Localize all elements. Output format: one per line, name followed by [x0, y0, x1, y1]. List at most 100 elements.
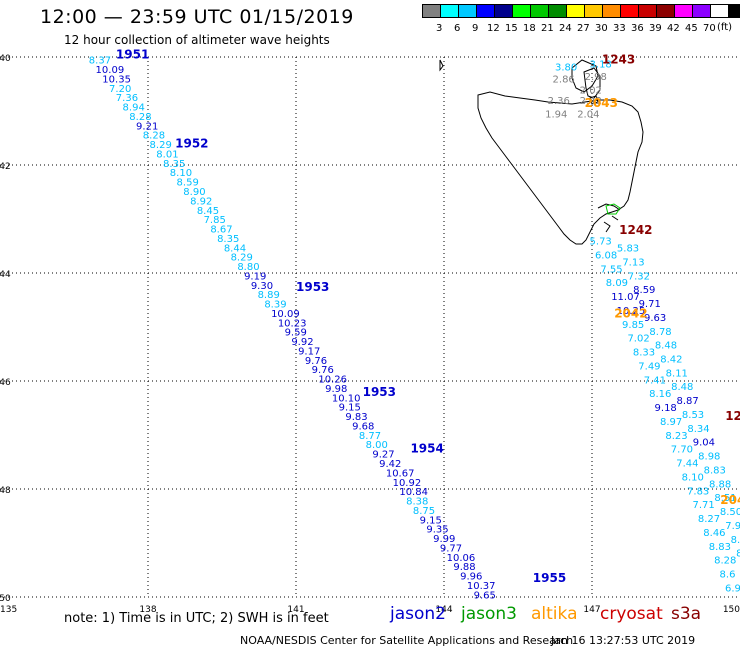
- swh-value: 7.13: [622, 257, 644, 268]
- swh-value: 8.77: [359, 431, 381, 442]
- swh-value: 8.50: [720, 507, 740, 518]
- wave-height-color-scale: [422, 4, 740, 20]
- lon-tick-label: 147: [583, 605, 600, 615]
- swh-value: 2.86: [553, 75, 575, 86]
- swh-value: 8.89: [258, 290, 280, 301]
- swh-value: 8.37: [89, 56, 111, 67]
- pass-time-label: 2042: [614, 307, 647, 321]
- swh-value: 10.10: [332, 393, 361, 404]
- pass-time-label: 1241: [725, 409, 740, 423]
- swh-value: 8.88: [709, 479, 731, 490]
- scale-label: 3: [436, 23, 443, 34]
- swh-value: 8.42: [660, 355, 682, 366]
- scale-label: 24: [559, 23, 572, 34]
- tasmania-coastline: [477, 91, 644, 245]
- scale-label: 27: [577, 23, 590, 34]
- lon-tick-label: 135: [0, 605, 17, 615]
- lon-tick-label: 144: [435, 605, 452, 615]
- lon-tick-label: 138: [139, 605, 156, 615]
- swh-value: 8.33: [633, 348, 655, 359]
- swh-value: 8.10: [170, 168, 192, 179]
- swh-value: 7.92: [725, 521, 740, 532]
- swh-value: 7.55: [600, 264, 622, 275]
- swh-value: 10.23: [278, 318, 307, 329]
- swh-value: 9.35: [426, 525, 448, 536]
- scale-label: 39: [649, 23, 662, 34]
- swh-value: 7.83: [687, 486, 709, 497]
- swh-value: 10.09: [271, 309, 300, 320]
- swh-value: 8.92: [190, 196, 212, 207]
- swh-value: 8.35: [163, 159, 185, 170]
- pass-time-label: 1954: [410, 442, 443, 456]
- swh-value: 8.98: [698, 452, 720, 463]
- swh-value: 9.42: [379, 459, 401, 470]
- swh-value: 8.6: [720, 569, 736, 580]
- swh-value: 9.77: [440, 543, 462, 554]
- lat-tick-label: -44: [0, 270, 11, 280]
- swh-value: 8.94: [123, 103, 145, 114]
- page-subtitle: 12 hour collection of altimeter wave hei…: [64, 33, 330, 47]
- swh-value: 7.36: [116, 93, 138, 104]
- swh-value: 8.01: [156, 149, 178, 160]
- swh-value: 8.17: [731, 535, 740, 546]
- coastline-detail: [597, 203, 621, 233]
- swh-value: 9.18: [655, 403, 677, 414]
- swh-value: 10.25: [617, 306, 646, 317]
- scale-label: 6: [454, 23, 461, 34]
- swh-value: 8.87: [676, 396, 698, 407]
- swh-value: 3.80: [555, 63, 577, 74]
- swh-value: 5.83: [617, 244, 639, 255]
- swh-value: 8.29: [150, 140, 172, 151]
- swh-value: 10.35: [102, 74, 131, 85]
- swh-value: 9.63: [644, 313, 666, 324]
- swh-value: 8.78: [649, 327, 671, 338]
- scale-unit: (ft): [717, 22, 733, 33]
- swh-value: 2.42: [580, 96, 602, 107]
- lat-tick-label: -48: [0, 486, 11, 496]
- swh-value: 9.71: [639, 299, 661, 310]
- swh-value: 8.38: [406, 497, 428, 508]
- swh-value: 9.83: [345, 412, 367, 423]
- pass-time-label: 1952: [175, 136, 208, 150]
- lat-tick-label: -50: [0, 594, 11, 604]
- swh-value: 8.48: [655, 341, 677, 352]
- pass-time-label: 1953: [296, 280, 329, 294]
- swh-value: 9.96: [460, 572, 482, 583]
- swh-value: 8.83: [704, 465, 726, 476]
- scale-label: 21: [541, 23, 554, 34]
- scale-label: 15: [505, 23, 518, 34]
- scale-swatch: [728, 4, 740, 18]
- swh-value: 2.02: [580, 85, 602, 96]
- swh-value: 9.15: [420, 515, 442, 526]
- swh-value: 8.11: [666, 368, 688, 379]
- swh-value: 10.06: [447, 553, 476, 564]
- swh-value: 2.36: [548, 96, 570, 107]
- flinders-island: [583, 67, 601, 99]
- scale-label: 45: [685, 23, 698, 34]
- swh-value: 8.45: [197, 206, 219, 217]
- swh-value: 8.00: [366, 440, 388, 451]
- swh-value: 9.19: [244, 271, 266, 282]
- swh-value: 5.73: [590, 237, 612, 248]
- swh-value: 10.84: [399, 487, 428, 498]
- swh-value: 7.41: [644, 375, 666, 386]
- scale-label: 9: [472, 23, 479, 34]
- swh-value: 7.85: [204, 215, 226, 226]
- lon-tick-label: 150: [723, 605, 740, 615]
- swh-value: 8.27: [698, 514, 720, 525]
- swh-value: 1.94: [545, 110, 567, 121]
- swh-value: 7.44: [676, 459, 698, 470]
- swh-value: 7.49: [638, 361, 660, 372]
- swh-value: 8.29: [231, 253, 253, 264]
- pass-time-label: 2042: [720, 493, 740, 507]
- swh-value: 9.21: [136, 121, 158, 132]
- swh-value: 9.76: [305, 356, 327, 367]
- satellite-legend-item: jason3: [461, 604, 517, 624]
- swh-value: 8.23: [665, 431, 687, 442]
- swh-value: 9.65: [474, 590, 496, 601]
- swh-value: 8.59: [633, 285, 655, 296]
- swh-value: 8.53: [736, 549, 740, 560]
- swh-value: 8.48: [671, 382, 693, 393]
